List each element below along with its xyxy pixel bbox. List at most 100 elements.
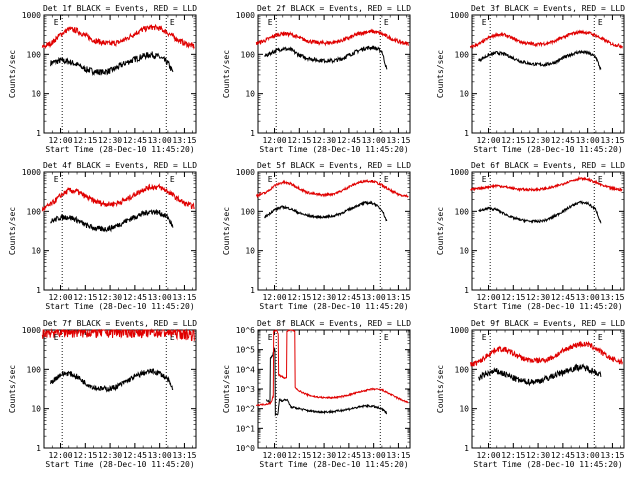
chart-title: Det 5f BLACK = Events, RED = LLD (257, 161, 411, 170)
x-tick-label: 13:00 (362, 136, 386, 145)
series-line-lld (469, 29, 623, 50)
y-axis-label: Counts/sec (8, 365, 17, 413)
x-tick-label: 13:15 (386, 136, 410, 145)
y-tick-label: 10 (459, 90, 469, 99)
y-tick-label: 100 (455, 207, 470, 216)
chart-title: Det 7f BLACK = Events, RED = LLD (43, 319, 197, 328)
series-line-events (264, 45, 388, 70)
y-tick-label: 100 (455, 50, 470, 59)
y-tick-label: 10 (459, 247, 469, 256)
x-tick-label: 12:00 (262, 136, 286, 145)
x-axis-label: Start Time (28-Dec-10 11:45:20) (259, 460, 408, 469)
y-tick-label: 10 (459, 405, 469, 414)
panel-det-6: Det 6f BLACK = Events, RED = LLD 1 10 100 10… (436, 161, 625, 311)
x-tick-label: 13:00 (362, 293, 386, 302)
series-line-events (478, 363, 602, 387)
plot-frame (257, 14, 411, 134)
x-tick-label: 12:15 (287, 136, 311, 145)
x-tick-label: 13:15 (172, 136, 196, 145)
y-tick-label: 1 (250, 129, 255, 138)
y-tick-label: 1000 (450, 168, 469, 177)
marker-label: E (170, 175, 175, 184)
x-axis-label: Start Time (28-Dec-10 11:45:20) (45, 145, 194, 154)
marker-label: E (170, 333, 175, 342)
x-tick-label: 12:00 (262, 451, 286, 460)
x-tick-label: 12:45 (123, 136, 147, 145)
series-line-events (50, 209, 174, 233)
y-axis-label: Counts/sec (222, 365, 231, 413)
y-axis-label: Counts/sec (222, 50, 231, 98)
x-tick-label: 12:15 (73, 293, 97, 302)
x-tick-label: 12:45 (551, 293, 575, 302)
x-tick-label: 13:00 (576, 136, 600, 145)
y-tick-label: 1000 (22, 168, 41, 177)
y-tick-label: 10 (31, 90, 41, 99)
x-tick-label: 12:00 (476, 451, 500, 460)
x-tick-label: 13:00 (148, 136, 172, 145)
y-tick-label: 10^2 (236, 405, 255, 414)
x-tick-label: 12:30 (312, 451, 336, 460)
marker-label: E (54, 18, 59, 27)
panel-det-4: Det 4f BLACK = Events, RED = LLD 1 10 100 10… (8, 161, 197, 311)
marker-label: E (268, 175, 273, 184)
x-axis-label: Start Time (28-Dec-10 11:45:20) (473, 145, 622, 154)
x-axis-label: Start Time (28-Dec-10 11:45:20) (45, 460, 194, 469)
x-tick-label: 12:15 (501, 293, 525, 302)
x-tick-label: 12:15 (73, 451, 97, 460)
x-tick-label: 13:00 (576, 451, 600, 460)
plot-frame (257, 329, 411, 449)
y-tick-label: 1 (464, 129, 469, 138)
x-tick-label: 12:45 (337, 293, 361, 302)
x-tick-label: 13:15 (172, 451, 196, 460)
marker-label: E (384, 18, 389, 27)
x-tick-label: 12:45 (551, 136, 575, 145)
chart-title: Det 9f BLACK = Events, RED = LLD (471, 319, 625, 328)
x-tick-label: 12:45 (123, 293, 147, 302)
x-tick-label: 12:30 (526, 136, 550, 145)
marker-label: E (598, 333, 603, 342)
series-line-lld (255, 28, 409, 47)
series-line-lld (469, 340, 623, 367)
plot-frame (43, 171, 197, 291)
panel-det-3: Det 3f BLACK = Events, RED = LLD 1 10 100 10… (436, 4, 625, 154)
marker-label: E (268, 333, 273, 342)
marker-label: E (384, 175, 389, 184)
panel-det-2: Det 2f BLACK = Events, RED = LLD 1 10 100 10… (222, 4, 411, 154)
series-line-events (50, 368, 174, 393)
plot-frame (257, 171, 411, 291)
series-line-events (50, 51, 174, 77)
series-line-events (478, 49, 602, 71)
panel-det-1: Det 1f BLACK = Events, RED = LLD 1 10 100 10… (8, 4, 197, 154)
y-tick-label: 100 (455, 365, 470, 374)
series-line-lld (41, 328, 195, 342)
x-tick-label: 13:00 (576, 293, 600, 302)
x-tick-label: 12:15 (287, 451, 311, 460)
y-tick-label: 1000 (236, 168, 255, 177)
x-tick-label: 12:15 (501, 136, 525, 145)
marker-label: E (54, 175, 59, 184)
y-tick-label: 10^6 (236, 326, 255, 335)
y-axis-label: Counts/sec (436, 365, 445, 413)
chart-title: Det 2f BLACK = Events, RED = LLD (257, 4, 411, 13)
y-tick-label: 1 (464, 286, 469, 295)
y-tick-label: 1 (464, 444, 469, 453)
marker-label: E (170, 18, 175, 27)
y-tick-label: 1000 (236, 11, 255, 20)
plot-frame (43, 14, 197, 134)
y-tick-label: 1000 (450, 326, 469, 335)
chart-title: Det 3f BLACK = Events, RED = LLD (471, 4, 625, 13)
x-tick-label: 13:00 (362, 451, 386, 460)
series-line-events (478, 200, 602, 224)
series-line-events (265, 346, 388, 417)
chart-title: Det 8f BLACK = Events, RED = LLD (257, 319, 411, 328)
y-axis-label: Counts/sec (8, 207, 17, 255)
x-tick-label: 12:30 (98, 293, 122, 302)
y-axis-label: Counts/sec (436, 50, 445, 98)
series-line-lld (255, 329, 409, 407)
x-axis-label: Start Time (28-Dec-10 11:45:20) (45, 302, 194, 311)
marker-label: E (482, 333, 487, 342)
y-tick-label: 10^5 (236, 346, 255, 355)
x-tick-label: 12:00 (48, 293, 72, 302)
y-tick-label: 1 (36, 444, 41, 453)
plot-frame (471, 171, 625, 291)
